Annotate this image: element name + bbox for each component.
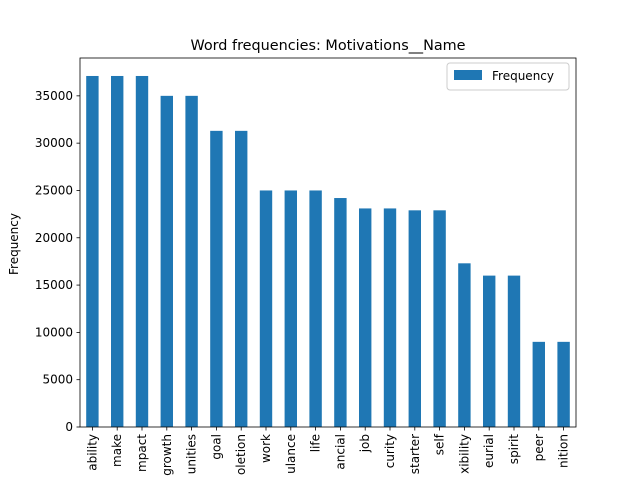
bar	[160, 95, 173, 427]
x-tick-label: starter	[408, 434, 422, 474]
bar	[532, 341, 545, 427]
x-tick-label: oletion	[234, 434, 248, 475]
bar	[433, 210, 446, 427]
y-tick-label: 20000	[35, 231, 73, 245]
chart-title: Word frequencies: Motivations__Name	[190, 38, 465, 54]
x-tick-label: growth	[160, 434, 174, 476]
legend-label: Frequency	[492, 69, 554, 83]
x-tick-label: mpact	[135, 434, 149, 472]
x-tick-label: ability	[85, 434, 99, 471]
x-tick-label: self	[433, 433, 447, 455]
y-tick-label: 0	[65, 420, 73, 434]
x-tick-label: spirit	[507, 434, 521, 464]
bar	[259, 190, 273, 427]
bar	[111, 75, 124, 427]
bar	[359, 208, 372, 427]
bar	[210, 130, 223, 427]
x-tick-label: nition	[557, 434, 571, 468]
x-tick-label: work	[259, 434, 273, 463]
x-tick-label: ancial	[333, 434, 347, 470]
x-tick-label: peer	[532, 434, 546, 461]
x-tick-label: make	[110, 434, 124, 467]
bar	[135, 75, 149, 427]
bar	[284, 190, 297, 427]
y-tick-label: 25000	[35, 183, 73, 197]
bar	[557, 341, 570, 427]
bar	[235, 130, 248, 427]
x-tick-label: curity	[383, 434, 397, 468]
legend-box	[446, 62, 570, 91]
y-tick-label: 10000	[35, 325, 73, 339]
bar	[408, 210, 421, 427]
y-tick-label: 30000	[35, 136, 73, 150]
bar	[86, 75, 99, 427]
x-tick-label: xibility	[457, 434, 471, 474]
legend[interactable]: Frequency	[446, 62, 570, 91]
plot-frame	[79, 57, 577, 428]
bar	[334, 198, 347, 427]
y-tick-label: 5000	[42, 373, 73, 387]
bars-group	[86, 75, 570, 427]
x-tick-label: job	[358, 434, 372, 453]
x-tick-label: ulance	[284, 434, 298, 474]
bar	[507, 275, 521, 427]
x-tick-label: eurial	[482, 434, 496, 468]
y-axis-label: Frequency	[7, 213, 21, 275]
bar	[458, 263, 471, 427]
y-axis-ticks: 0 5000 10000 15000 20000 25000 30000 35000	[35, 89, 80, 434]
bar	[185, 95, 198, 427]
x-tick-label: goal	[209, 434, 223, 460]
x-tick-label: life	[309, 434, 323, 452]
x-axis-ticks: ability make mpact growth unities goal oletion…	[85, 427, 571, 476]
y-tick-label: 15000	[35, 278, 73, 292]
bar	[309, 190, 322, 427]
legend-swatch	[454, 70, 482, 80]
bar	[383, 208, 397, 427]
x-tick-label: unities	[185, 434, 199, 474]
bar	[483, 275, 496, 427]
y-tick-label: 35000	[35, 89, 73, 103]
